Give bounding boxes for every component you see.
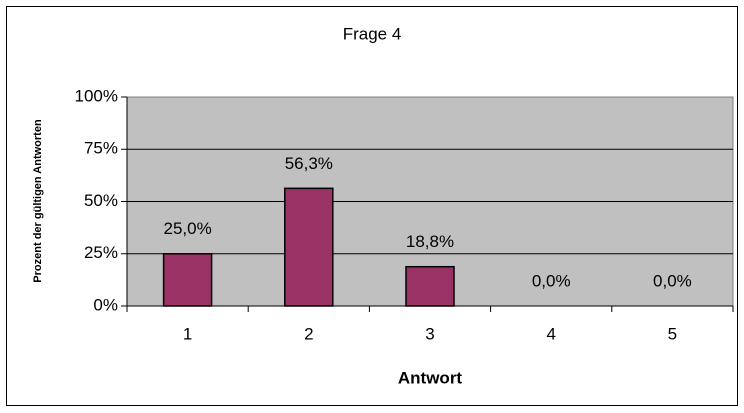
data-label: 18,8% bbox=[406, 232, 454, 251]
data-label: 0,0% bbox=[532, 271, 571, 290]
y-tick-label: 50% bbox=[84, 191, 118, 210]
x-tick-label: 3 bbox=[425, 324, 434, 343]
data-label: 25,0% bbox=[163, 219, 211, 238]
x-tick-label: 1 bbox=[183, 324, 192, 343]
chart-title: Frage 4 bbox=[343, 24, 402, 43]
y-tick-label: 25% bbox=[84, 243, 118, 262]
y-axis-label: Prozent der gültigen Antworten bbox=[32, 119, 44, 283]
x-tick-label: 5 bbox=[668, 324, 677, 343]
bar bbox=[284, 187, 334, 307]
y-tick-label: 0% bbox=[93, 295, 118, 314]
data-label: 56,3% bbox=[285, 154, 333, 173]
bar bbox=[162, 253, 213, 307]
data-label: 0,0% bbox=[653, 271, 692, 290]
bar bbox=[405, 265, 455, 307]
y-tick-label: 100% bbox=[75, 86, 118, 105]
y-tick-label: 75% bbox=[84, 139, 118, 158]
x-tick-label: 2 bbox=[304, 324, 313, 343]
x-axis-label: Antwort bbox=[398, 368, 463, 387]
x-tick-label: 4 bbox=[546, 324, 555, 343]
